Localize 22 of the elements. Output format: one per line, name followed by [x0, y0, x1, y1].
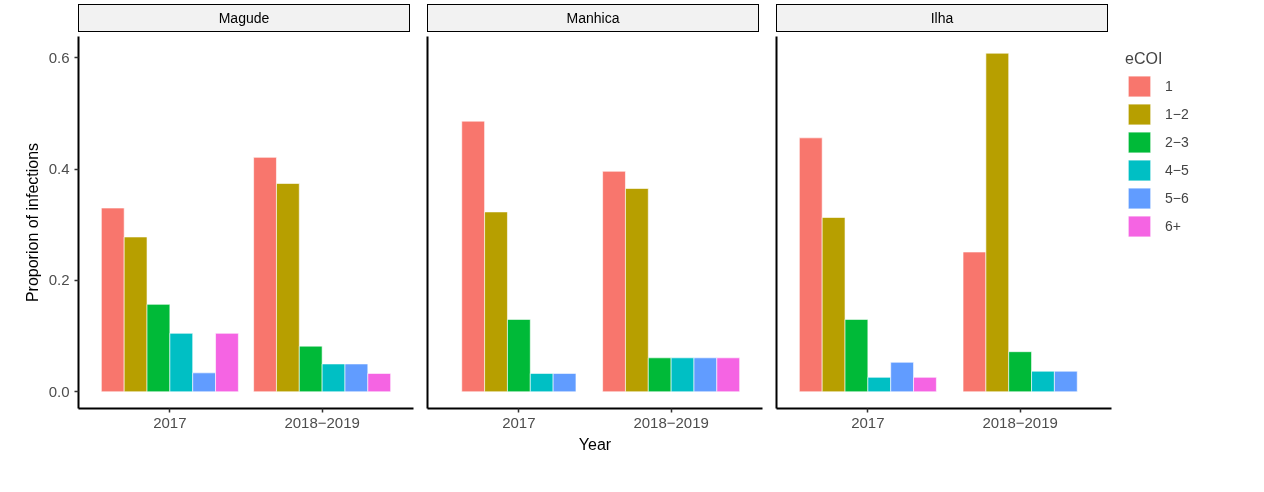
- legend-title: eCOI: [1125, 50, 1164, 68]
- y-tick-label: 0.2: [48, 271, 70, 289]
- legend-label: 1: [1165, 78, 1174, 94]
- x-tick-label: 2018−2019: [284, 413, 360, 431]
- x-tick-label: 2018−2019: [982, 413, 1058, 431]
- x-tick-label: 2017: [502, 413, 536, 431]
- legend-label: 4−5: [1165, 162, 1189, 178]
- x-axis-title: Year: [578, 435, 612, 453]
- y-tick-label: 0.6: [48, 48, 70, 66]
- legend-label: 6+: [1165, 218, 1182, 234]
- x-tick-label: 2017: [851, 413, 885, 431]
- legend-label: 2−3: [1165, 134, 1189, 150]
- y-axis-title: Proporion of infections: [23, 142, 41, 303]
- y-tick-label: 0.0: [48, 382, 70, 400]
- legend-label: 5−6: [1165, 190, 1189, 206]
- chart-title: Ilha: [930, 9, 954, 28]
- chart-title: Magude: [218, 9, 270, 28]
- y-tick-label: 0.4: [48, 160, 70, 178]
- chart-title: Manhica: [566, 9, 620, 28]
- x-tick-label: 2017: [153, 413, 187, 431]
- legend-label: 1−2: [1165, 106, 1189, 122]
- x-tick-label: 2018−2019: [633, 413, 709, 431]
